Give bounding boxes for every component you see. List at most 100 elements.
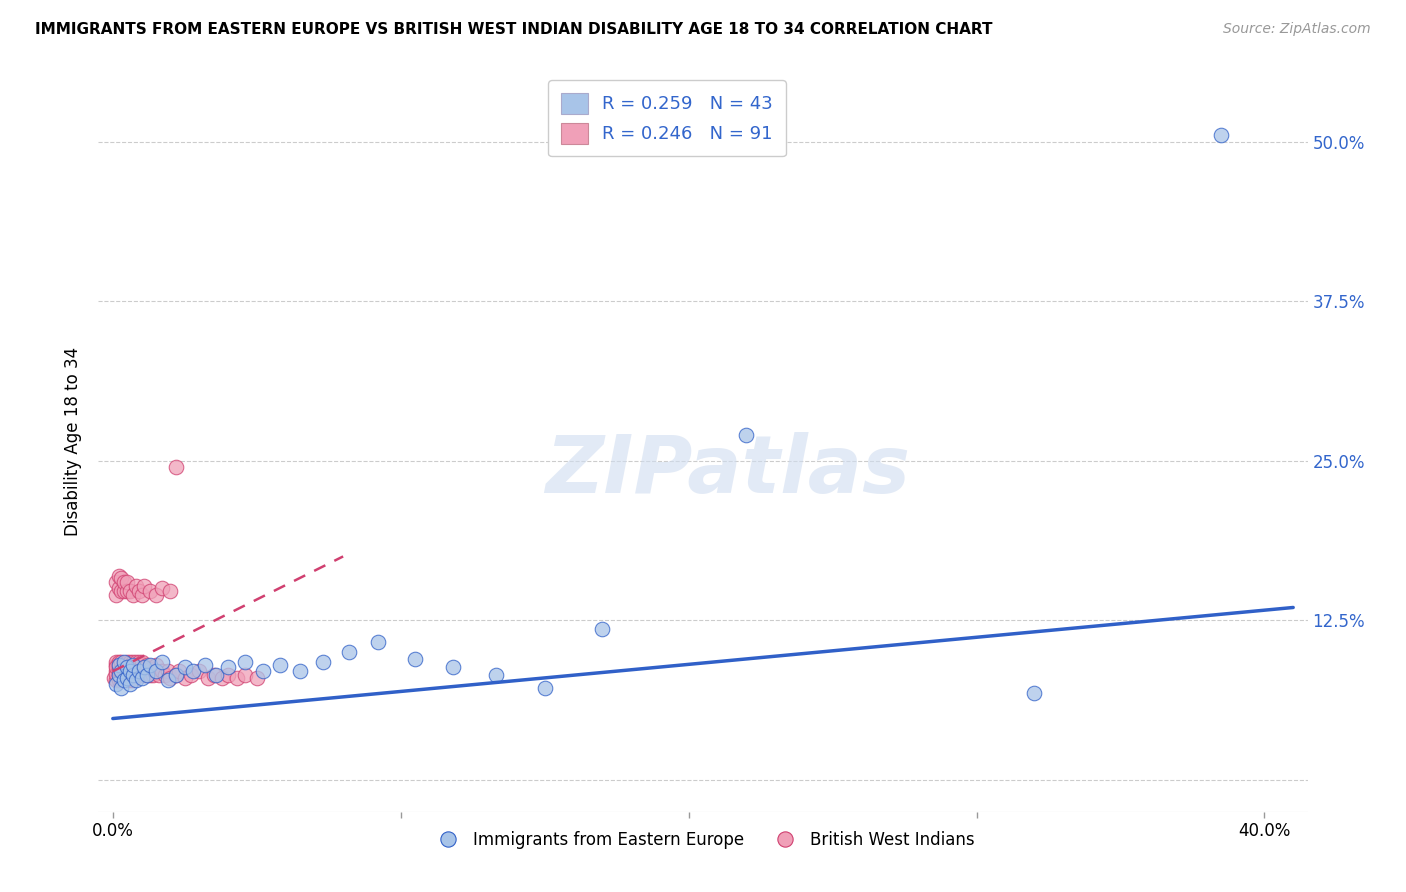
Point — [110, 673, 132, 688]
Point — [122, 662, 145, 676]
Point — [115, 673, 138, 688]
Point — [1022, 686, 1045, 700]
Point — [142, 668, 165, 682]
Point — [211, 671, 233, 685]
Point — [125, 579, 148, 593]
Point — [120, 677, 142, 691]
Point — [145, 665, 167, 679]
Point — [128, 665, 150, 679]
Point — [107, 662, 129, 676]
Point — [1211, 128, 1233, 143]
Point — [159, 671, 181, 685]
Point — [112, 574, 135, 589]
Point — [103, 671, 125, 685]
Point — [148, 668, 170, 682]
Point — [122, 657, 145, 672]
Point — [115, 656, 138, 670]
Point — [112, 662, 135, 676]
Point — [104, 673, 127, 688]
Point — [533, 681, 555, 695]
Point — [150, 665, 173, 679]
Point — [156, 673, 179, 688]
Point — [110, 656, 132, 670]
Point — [485, 668, 508, 682]
Point — [112, 583, 135, 598]
Point — [269, 657, 291, 672]
Point — [112, 656, 135, 670]
Point — [110, 665, 132, 679]
Point — [104, 666, 127, 681]
Point — [197, 671, 219, 685]
Point — [591, 622, 613, 636]
Point — [120, 662, 142, 676]
Legend: Immigrants from Eastern Europe, British West Indians: Immigrants from Eastern Europe, British … — [425, 824, 981, 855]
Point — [180, 668, 202, 682]
Point — [159, 583, 181, 598]
Text: Source: ZipAtlas.com: Source: ZipAtlas.com — [1223, 22, 1371, 37]
Point — [288, 665, 311, 679]
Point — [441, 660, 464, 674]
Point — [107, 657, 129, 672]
Point — [115, 671, 138, 685]
Point — [115, 660, 138, 674]
Point — [120, 673, 142, 688]
Point — [150, 582, 173, 596]
Point — [312, 656, 335, 670]
Point — [246, 671, 269, 685]
Point — [120, 583, 142, 598]
Point — [188, 665, 211, 679]
Point — [104, 665, 127, 679]
Point — [367, 635, 389, 649]
Point — [107, 668, 129, 682]
Point — [122, 668, 145, 682]
Point — [165, 668, 187, 682]
Point — [125, 673, 148, 688]
Point — [134, 660, 156, 674]
Point — [134, 579, 156, 593]
Point — [153, 668, 176, 682]
Point — [122, 656, 145, 670]
Point — [112, 657, 135, 672]
Point — [404, 651, 426, 665]
Point — [145, 588, 167, 602]
Point — [134, 668, 156, 682]
Point — [217, 660, 239, 674]
Point — [110, 665, 132, 679]
Point — [104, 677, 127, 691]
Point — [107, 568, 129, 582]
Point — [125, 656, 148, 670]
Point — [156, 665, 179, 679]
Point — [110, 681, 132, 695]
Point — [136, 668, 159, 682]
Point — [112, 673, 135, 688]
Point — [107, 657, 129, 672]
Point — [139, 657, 162, 672]
Point — [139, 668, 162, 682]
Point — [120, 665, 142, 679]
Point — [128, 662, 150, 676]
Point — [112, 673, 135, 688]
Point — [131, 668, 153, 682]
Point — [115, 662, 138, 676]
Text: ZIPatlas: ZIPatlas — [544, 432, 910, 510]
Point — [225, 671, 247, 685]
Point — [107, 582, 129, 596]
Point — [110, 668, 132, 682]
Point — [107, 673, 129, 688]
Point — [145, 665, 167, 679]
Point — [128, 583, 150, 598]
Point — [125, 662, 148, 676]
Point — [131, 588, 153, 602]
Point — [233, 668, 256, 682]
Point — [136, 657, 159, 672]
Point — [125, 668, 148, 682]
Y-axis label: Disability Age 18 to 34: Disability Age 18 to 34 — [65, 347, 83, 536]
Point — [131, 662, 153, 676]
Point — [107, 668, 129, 682]
Point — [128, 656, 150, 670]
Point — [337, 645, 360, 659]
Point — [205, 668, 228, 682]
Point — [104, 657, 127, 672]
Point — [134, 662, 156, 676]
Point — [202, 668, 225, 682]
